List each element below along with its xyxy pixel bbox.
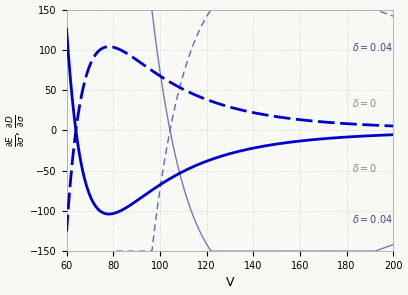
Text: $\delta = 0$: $\delta = 0$	[353, 162, 378, 174]
Text: $\delta = 0.04$: $\delta = 0.04$	[353, 213, 393, 224]
X-axis label: V: V	[226, 276, 234, 289]
Y-axis label: $\frac{\partial E}{\partial \sigma}$, $\frac{\partial D}{\partial \sigma}$: $\frac{\partial E}{\partial \sigma}$, $\…	[6, 114, 27, 147]
Text: $\delta = 0.04$: $\delta = 0.04$	[353, 41, 393, 53]
Text: $\delta = 0$: $\delta = 0$	[353, 96, 378, 109]
